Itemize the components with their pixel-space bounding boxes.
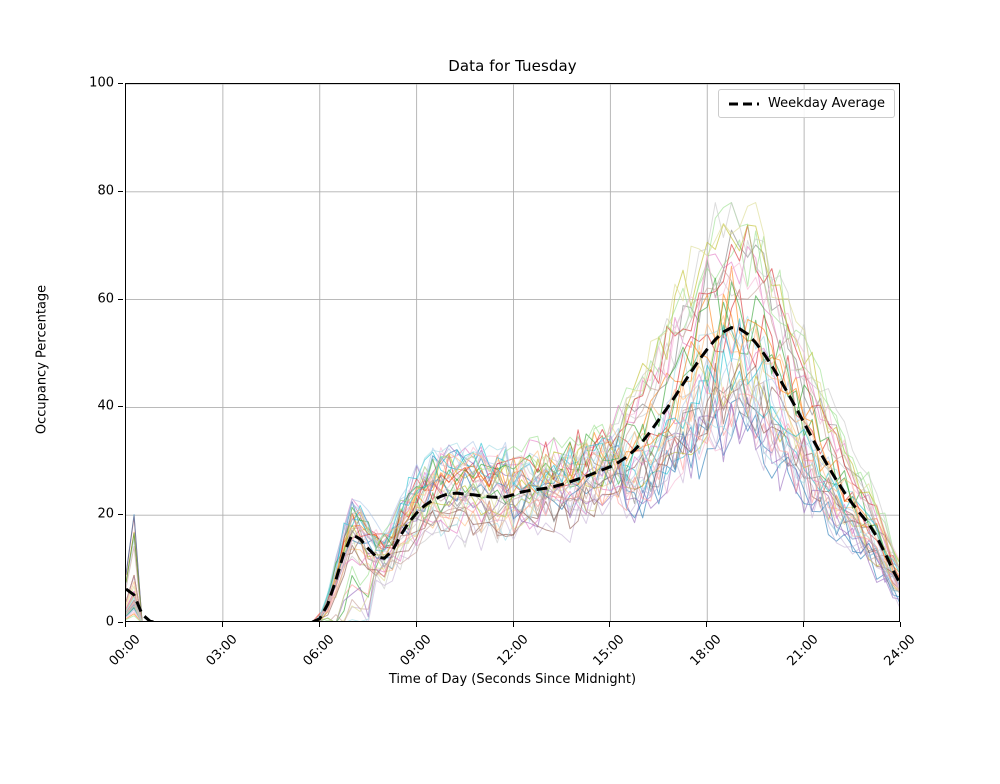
x-tick-mark [415,622,417,627]
y-tick-mark [118,83,123,85]
x-tick-mark [803,622,805,627]
y-tick-mark [118,622,123,624]
y-tick-label: 100 [89,75,114,91]
legend-dashed-line-icon [728,98,760,110]
day-trace [126,268,899,621]
y-tick-mark [118,406,123,408]
x-tick-mark [221,622,223,627]
x-tick-mark [706,622,708,627]
day-trace [126,365,899,621]
day-trace [126,202,899,621]
day-trace [126,202,899,621]
day-trace [126,255,899,621]
y-tick-mark [118,514,123,516]
x-tick-mark [125,622,127,627]
y-tick-label: 40 [97,398,114,414]
x-tick-mark [609,622,611,627]
gridlines [126,84,899,621]
legend: Weekday Average [718,89,896,118]
y-tick-mark [118,298,123,300]
day-trace [126,224,899,621]
y-tick-mark [118,190,123,192]
day-trace [126,301,899,621]
y-axis-ticks: 0 20 40 60 80 100 [62,0,114,700]
x-axis-label: Time of Day (Seconds Since Midnight) [388,672,637,687]
x-tick-mark [318,622,320,627]
y-axis-label: Occupancy Percentage [34,284,50,435]
x-tick-mark [900,622,902,627]
y-tick-label: 0 [105,614,114,630]
chart-title: Data for Tuesday [448,57,577,75]
plot-svg [126,84,899,621]
weekday-average-line [126,326,899,621]
day-trace [126,230,899,621]
day-trace [126,397,899,621]
y-tick-label: 20 [97,506,114,522]
day-trace [126,341,899,621]
individual-day-traces [126,202,899,621]
day-trace [126,245,899,621]
x-tick-mark [512,622,514,627]
plot-area [125,83,900,622]
day-trace [126,410,899,621]
matplotlib-figure: Data for Tuesday Occupancy Percentage 0 2… [34,0,919,700]
legend-label: Weekday Average [768,96,886,111]
day-trace [126,240,899,621]
y-tick-label: 60 [97,291,114,307]
y-tick-label: 80 [97,183,114,199]
